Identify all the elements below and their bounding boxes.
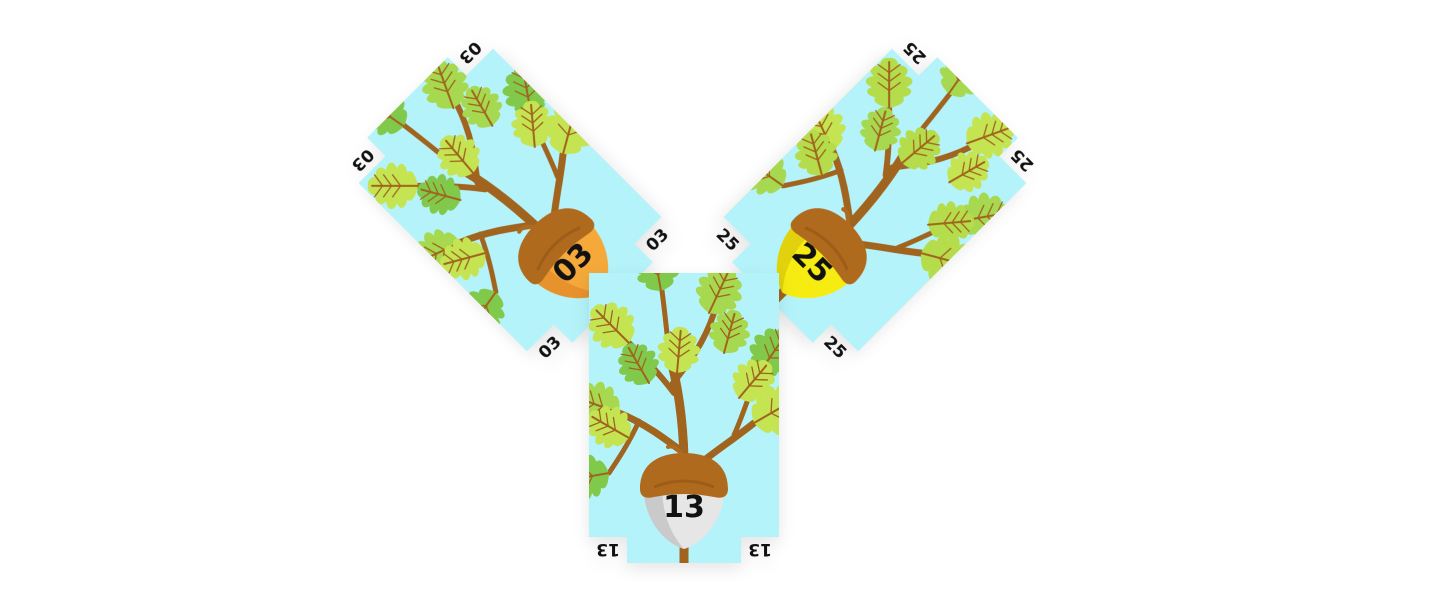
oak-leaf xyxy=(794,130,838,177)
oak-leaf xyxy=(417,174,462,216)
oak-leaf xyxy=(897,127,941,170)
oak-leaf xyxy=(965,112,1016,159)
oak-leaf xyxy=(618,343,659,385)
oak-leaf xyxy=(461,85,503,128)
oak-leaf xyxy=(589,302,635,349)
oak-leaf xyxy=(367,162,420,210)
oak-leaf xyxy=(695,273,742,315)
card-art: 13 13 13 xyxy=(589,273,779,563)
acorn-icon: 03 xyxy=(517,208,609,299)
card-13[interactable]: 13 13 13 xyxy=(589,273,779,563)
corner-label: 13 xyxy=(748,539,772,559)
oak-leaf xyxy=(634,273,680,292)
acorn-icon: 13 xyxy=(640,444,728,549)
oak-leaf xyxy=(927,201,975,244)
oak-leaf xyxy=(440,237,487,281)
acorn-icon: 25 xyxy=(776,207,867,299)
oak-leaf xyxy=(947,151,990,193)
oak-leaf xyxy=(865,57,913,110)
oak-leaf xyxy=(589,454,610,500)
acorn-value: 13 xyxy=(663,490,705,525)
corner-label: 13 xyxy=(596,539,620,559)
oak-leaf xyxy=(708,309,750,354)
oak-leaf xyxy=(422,59,469,110)
oak-leaf xyxy=(437,134,480,178)
oak-leaf xyxy=(657,326,701,374)
oak-leaf xyxy=(511,100,554,148)
oak-leaf xyxy=(732,359,775,403)
oak-leaf xyxy=(589,405,632,449)
oak-leaf xyxy=(859,107,901,152)
